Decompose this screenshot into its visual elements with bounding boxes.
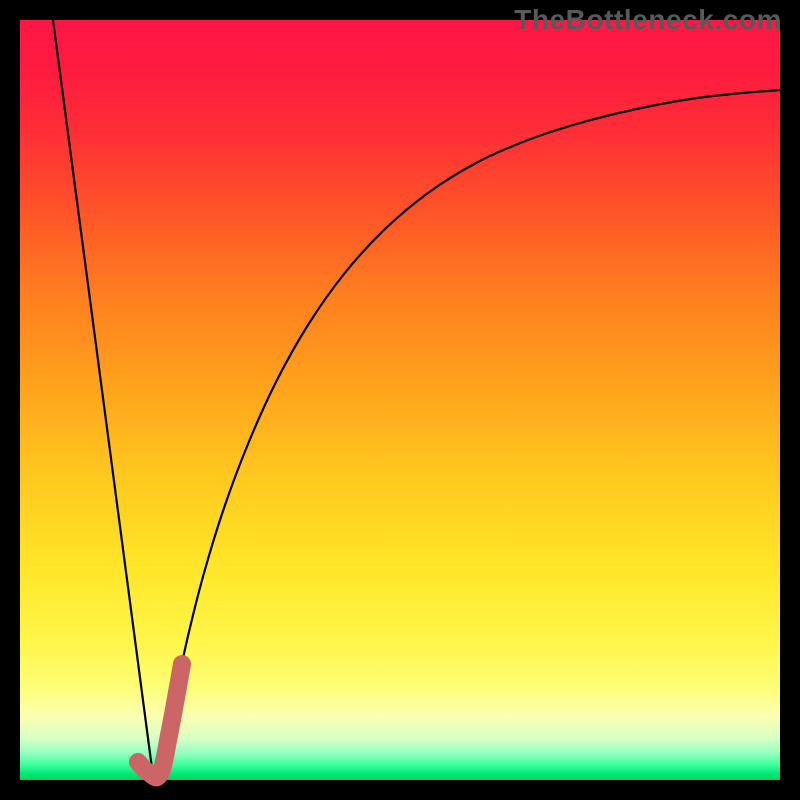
curves-layer xyxy=(20,20,780,780)
plot-area xyxy=(20,20,780,780)
curve-left xyxy=(53,20,153,776)
chart-container: TheBottleneck.com xyxy=(0,0,800,800)
watermark-text: TheBottleneck.com xyxy=(514,4,782,36)
curve-right xyxy=(160,90,780,777)
